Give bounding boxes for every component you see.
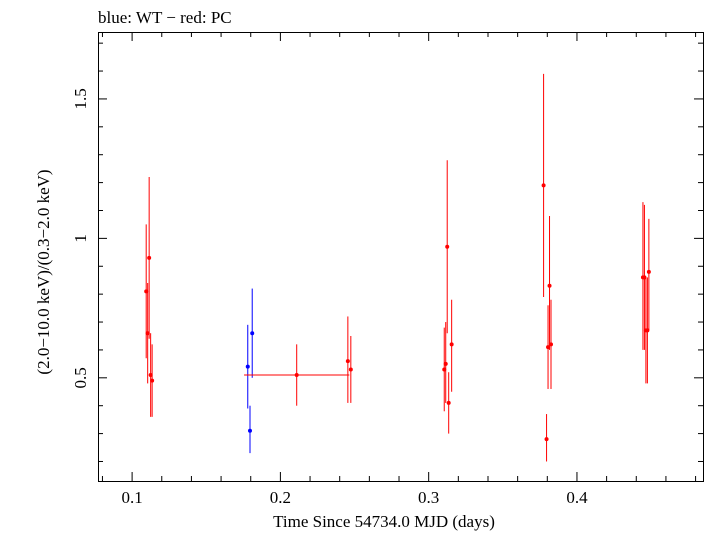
series-pc — [144, 73, 651, 462]
y-tick-label: 1 — [71, 234, 90, 243]
data-point — [544, 437, 549, 442]
data-point — [245, 364, 250, 369]
data-point — [646, 269, 651, 274]
y-tick-label: 0.5 — [71, 367, 90, 388]
data-point — [294, 373, 299, 378]
plot-frame — [98, 32, 704, 482]
data-point — [549, 342, 554, 347]
chart-title: blue: WT − red: PC — [98, 8, 232, 27]
series-wt — [245, 288, 255, 454]
x-tick-label: 0.1 — [121, 488, 142, 507]
data-series — [144, 73, 651, 462]
data-point — [345, 359, 350, 364]
data-point — [443, 361, 448, 366]
data-point — [449, 342, 454, 347]
y-tick-label: 1.5 — [71, 88, 90, 109]
y-axis-label: (2.0−10.0 keV)/(0.3−2.0 keV) — [34, 169, 53, 374]
axis-ticks: 0.1 0.2 0.3 0.4 0.5 1 1.5 — [71, 32, 703, 507]
data-point — [348, 367, 353, 372]
data-point — [250, 331, 255, 336]
x-axis-label: Time Since 54734.0 MJD (days) — [273, 512, 495, 531]
data-point — [541, 183, 546, 188]
data-point — [150, 378, 155, 383]
data-point — [147, 255, 152, 260]
x-tick-label: 0.4 — [566, 488, 588, 507]
x-tick-label: 0.2 — [270, 488, 291, 507]
data-point — [547, 283, 552, 288]
x-tick-label: 0.3 — [418, 488, 439, 507]
data-point — [247, 428, 252, 433]
data-point — [446, 400, 451, 405]
data-point — [445, 244, 450, 249]
